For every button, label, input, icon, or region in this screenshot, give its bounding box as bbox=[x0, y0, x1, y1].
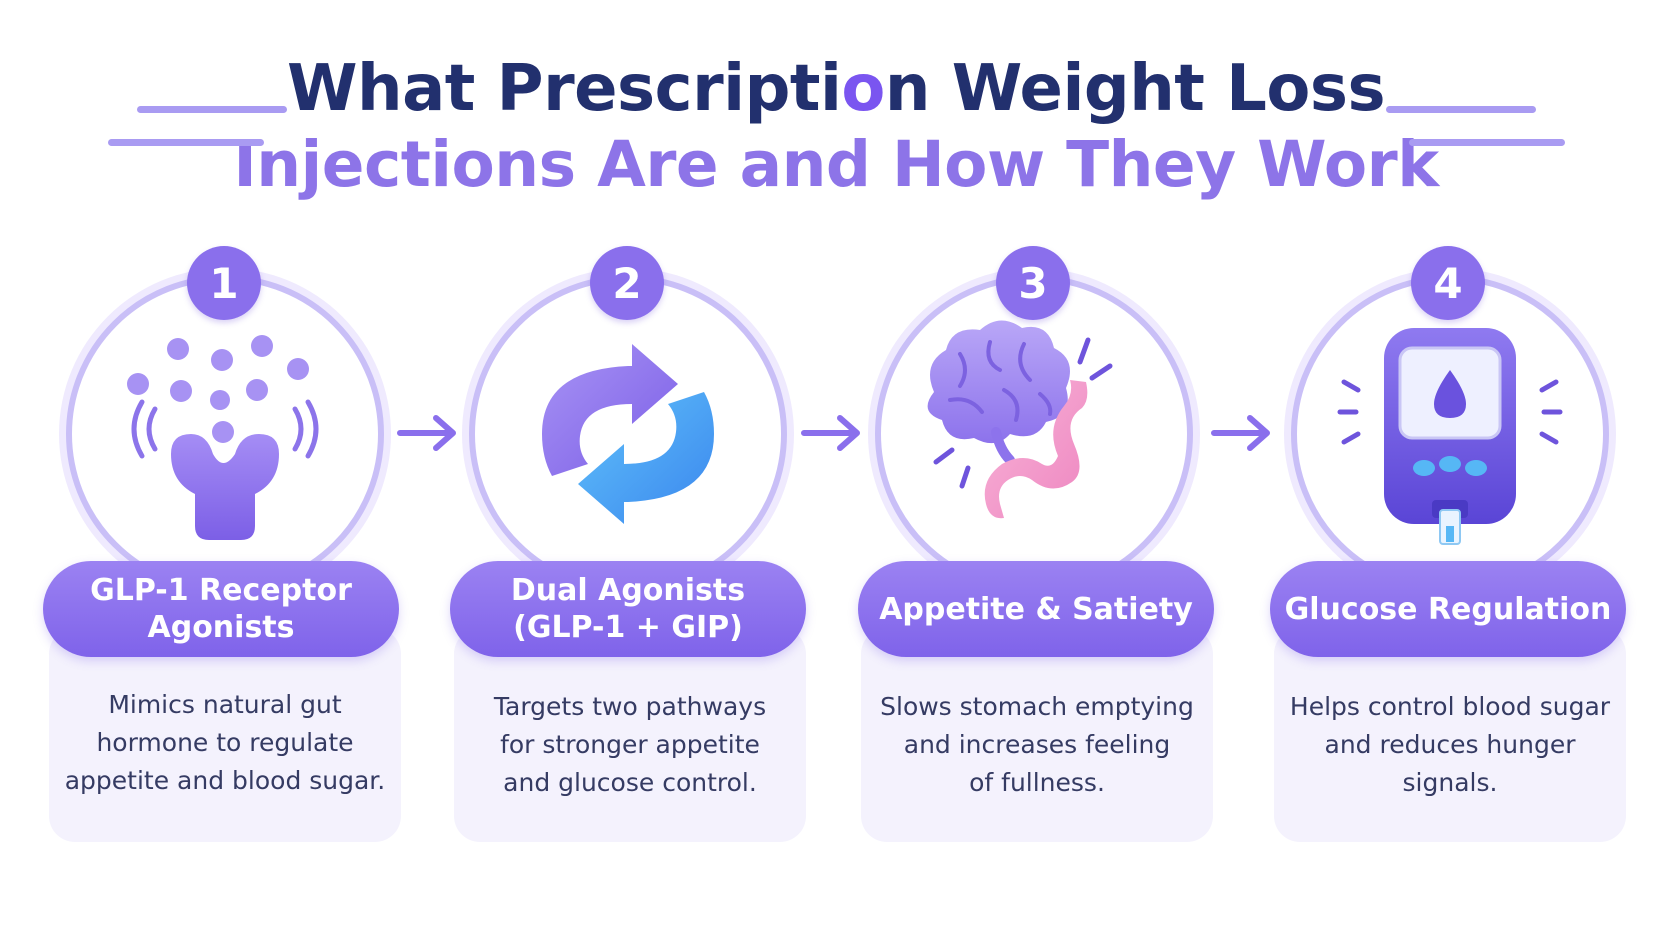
step-1-title-pill: GLP-1 Receptor Agonists bbox=[43, 561, 399, 657]
description-line: Mimics natural gut bbox=[108, 690, 342, 719]
step-title-line: Appetite & Satiety bbox=[879, 591, 1193, 627]
description-line: for stronger appetite bbox=[500, 730, 760, 759]
step-4-description-card: Helps control blood sugar and reduces hu… bbox=[1274, 628, 1626, 842]
step-title-line: Glucose Regulation bbox=[1284, 591, 1612, 627]
description-line: and glucose control. bbox=[503, 768, 757, 797]
blood-drop-icon bbox=[1434, 370, 1466, 418]
step-number-badge: 1 bbox=[187, 246, 261, 320]
step-title-line: Dual Agonists bbox=[510, 573, 746, 608]
step-title-line: Agonists bbox=[147, 610, 295, 645]
step-1-description-card: Mimics natural gut hormone to regulate a… bbox=[49, 628, 401, 842]
title-decoration-line bbox=[137, 106, 287, 113]
step-2-title-pill: Dual Agonists (GLP-1 + GIP) bbox=[450, 561, 806, 657]
dual-cycle-arrows-icon bbox=[542, 344, 714, 524]
step-title-line: GLP-1 Receptor bbox=[90, 573, 352, 608]
stomach-icon bbox=[984, 380, 1088, 519]
description-line: Slows stomach emptying bbox=[880, 692, 1194, 721]
arrow-right-icon bbox=[397, 415, 456, 451]
title-decoration-line bbox=[1386, 106, 1536, 113]
description-line: signals. bbox=[1402, 768, 1498, 797]
receptor-icon bbox=[127, 335, 319, 540]
glucose-meter-icon bbox=[1337, 328, 1563, 545]
arrow-right-icon bbox=[1211, 415, 1270, 451]
step-2-description-card: Targets two pathways for stronger appeti… bbox=[454, 628, 806, 842]
title-decoration-line bbox=[1409, 139, 1565, 146]
step-number-badge: 2 bbox=[590, 246, 664, 320]
step-number-badge: 3 bbox=[996, 246, 1070, 320]
description-line: Helps control blood sugar bbox=[1289, 692, 1611, 721]
step-3-description-card: Slows stomach emptying and increases fee… bbox=[861, 628, 1213, 842]
description-line: Targets two pathways bbox=[493, 692, 767, 721]
description-line: hormone to regulate bbox=[96, 728, 354, 757]
description-line: and increases feeling bbox=[903, 730, 1171, 759]
brain-stomach-icon bbox=[927, 320, 1113, 519]
description-line: and reduces hunger bbox=[1324, 730, 1576, 759]
description-line: of fullness. bbox=[969, 768, 1105, 797]
title-line-2: Injections Are and How They Work bbox=[233, 128, 1439, 201]
description-line: appetite and blood sugar. bbox=[64, 766, 386, 795]
title-line-1: What Prescription Weight Loss bbox=[286, 52, 1386, 126]
step-4-title-pill: Glucose Regulation bbox=[1270, 561, 1626, 657]
title-decoration-line bbox=[108, 139, 264, 146]
arrow-right-icon bbox=[801, 415, 860, 451]
step-title-line: (GLP-1 + GIP) bbox=[513, 610, 743, 645]
step-number-badge: 4 bbox=[1411, 246, 1485, 320]
step-3-title-pill: Appetite & Satiety bbox=[858, 561, 1214, 657]
brain-icon bbox=[927, 320, 1070, 465]
